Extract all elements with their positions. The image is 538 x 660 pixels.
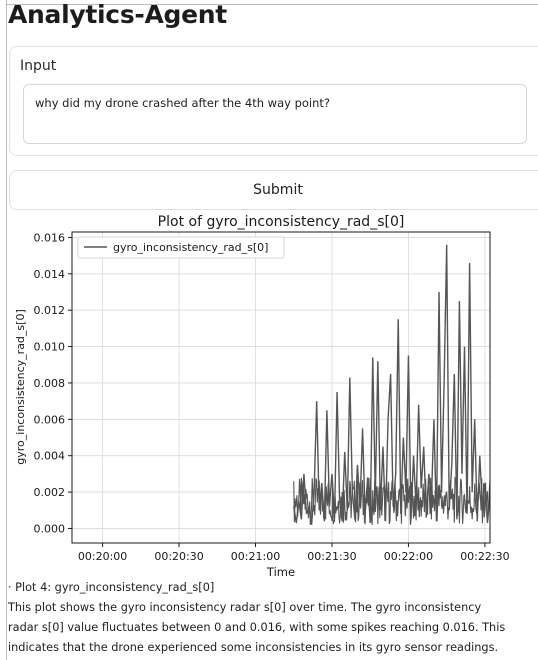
y-tick-label: 0.012	[34, 304, 66, 317]
query-textarea[interactable]: why did my drone crashed after the 4th w…	[23, 84, 527, 144]
description-line-4: indicates that the drone experienced som…	[8, 641, 499, 654]
x-tick-label: 00:20:00	[78, 550, 127, 563]
input-label: Input	[20, 58, 57, 74]
input-panel: Input why did my drone crashed after the…	[9, 46, 538, 156]
frame-top-border	[6, 4, 538, 5]
series-group	[293, 244, 491, 525]
gyro-inconsistency-chart: Plot of gyro_inconsistency_rad_s[0] 0.00…	[14, 214, 510, 578]
x-ticks: 00:20:00 00:20:30 00:21:00 00:21:30 00:22:00…	[78, 543, 510, 563]
app-title: Analytics-Agent	[8, 0, 227, 29]
analysis-description: · Plot 4: gyro_inconsistency_rad_s[0] Th…	[8, 578, 536, 658]
description-line-2: This plot shows the gyro inconsistency r…	[8, 601, 482, 614]
description-line-1: · Plot 4: gyro_inconsistency_rad_s[0]	[8, 581, 215, 594]
y-tick-label: 0.000	[34, 522, 66, 535]
x-tick-label: 00:21:30	[307, 550, 356, 563]
chart-title: Plot of gyro_inconsistency_rad_s[0]	[158, 214, 405, 230]
y-tick-label: 0.010	[34, 341, 66, 354]
submit-button[interactable]: Submit	[9, 170, 538, 210]
submit-button-label: Submit	[253, 182, 303, 198]
plot-frame	[71, 231, 491, 544]
description-line-3: radar s[0] value fluctuates between 0 an…	[8, 621, 506, 634]
y-ticks: 0.000 0.002 0.004 0.006 0.008 0.010 0.012 0.014…	[34, 231, 72, 535]
y-tick-label: 0.008	[34, 377, 66, 390]
y-axis-label: gyro_inconsistency_rad_s[0]	[14, 309, 27, 464]
y-tick-label: 0.002	[34, 486, 66, 499]
chart-title-group: Plot of gyro_inconsistency_rad_s[0]	[158, 214, 405, 230]
series-line	[293, 244, 491, 525]
legend-label: gyro_inconsistency_rad_s[0]	[113, 241, 268, 254]
legend: gyro_inconsistency_rad_s[0]	[77, 236, 285, 259]
x-axis-label: Time	[266, 565, 295, 578]
x-tick-label: 00:22:30	[460, 550, 509, 563]
y-tick-label: 0.014	[34, 268, 66, 281]
y-tick-label: 0.006	[34, 413, 66, 426]
x-tick-label: 00:20:30	[154, 550, 203, 563]
x-tick-label: 00:22:00	[384, 550, 433, 563]
y-tick-label: 0.004	[34, 450, 66, 463]
frame-left-border	[6, 0, 7, 660]
legend-box	[77, 236, 285, 259]
x-tick-label: 00:21:00	[231, 550, 280, 563]
y-tick-label: 0.016	[34, 231, 66, 244]
